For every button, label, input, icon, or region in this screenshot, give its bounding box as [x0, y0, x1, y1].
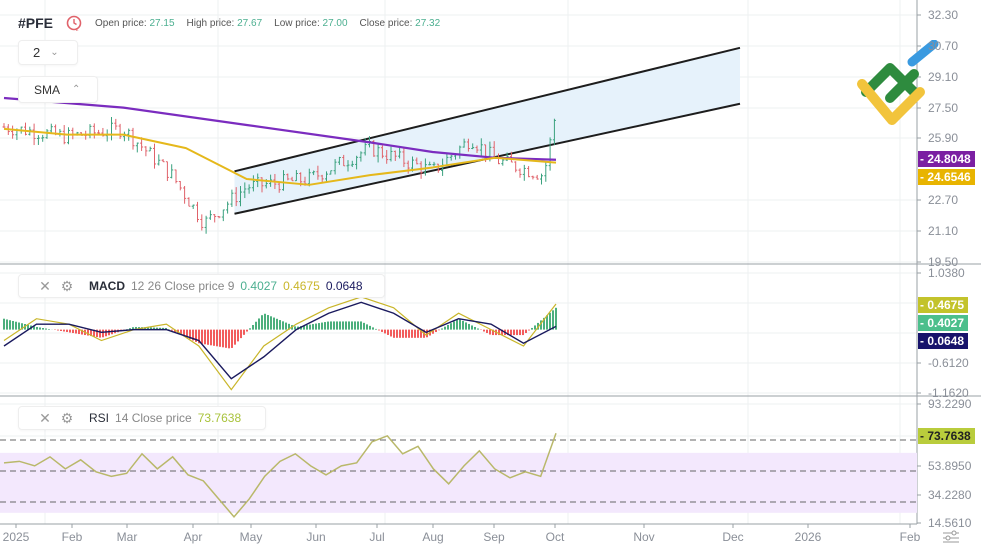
gear-icon[interactable]: ⚙: [60, 409, 74, 426]
y-axis-label: -1.1620: [928, 386, 969, 400]
y-axis-label: 29.10: [928, 70, 959, 84]
close-price: Close price: 27.32: [359, 17, 441, 29]
y-axis-label: 34.2280: [928, 488, 972, 502]
brand-logo-icon: [857, 40, 939, 125]
macd-params: 12 26 Close price 9: [131, 279, 235, 293]
time-axis-label: Jul: [369, 530, 385, 544]
chevron-down-icon: ⌄: [50, 47, 59, 58]
price-badge: - 0.4675: [918, 297, 969, 313]
time-axis-label: 2025: [2, 530, 30, 544]
price-badge: - 24.8048: [918, 151, 975, 167]
y-axis-label: 14.5610: [928, 516, 972, 530]
chevron-up-icon: ⌃: [72, 84, 81, 95]
y-axis-label: 25.90: [928, 131, 959, 145]
time-axis-label: Jun: [306, 530, 326, 544]
time-axis-label: Apr: [183, 530, 203, 544]
y-axis-label: 53.8950: [928, 459, 972, 473]
time-axis-label: Dec: [722, 530, 744, 544]
rsi-params: 14 Close price: [115, 411, 192, 425]
y-axis-label: 19.50: [928, 255, 959, 269]
rsi-legend: ✕ ⚙ RSI 14 Close price 73.7638: [18, 406, 266, 430]
y-axis-label: 30.70: [928, 39, 959, 53]
time-axis-label: Oct: [545, 530, 565, 544]
time-axis-label: Mar: [116, 530, 138, 544]
close-icon[interactable]: ✕: [39, 409, 51, 426]
y-axis-label: -0.6120: [928, 356, 969, 370]
gear-icon[interactable]: ⚙: [60, 277, 74, 294]
time-axis-label: May: [239, 530, 263, 544]
macd-legend: ✕ ⚙ MACD 12 26 Close price 9 0.4027 0.46…: [18, 274, 385, 298]
price-badge: - 24.6546: [918, 169, 975, 185]
interval-dropdown[interactable]: 2 ⌄: [18, 40, 78, 65]
open-price: Open price: 27.15: [95, 17, 175, 29]
settings-sliders-icon[interactable]: [941, 528, 961, 544]
macd-value-3: 0.0648: [325, 279, 363, 293]
symbol-label: #PFE: [18, 15, 54, 31]
time-axis-label: Nov: [633, 530, 655, 544]
macd-value-1: 0.4027: [240, 279, 278, 293]
price-badge: - 0.4027: [918, 315, 969, 331]
svg-text:z: z: [76, 27, 79, 32]
price-badge: - 73.7638: [918, 428, 975, 444]
macd-value-2: 0.4675: [283, 279, 320, 293]
y-axis-label: 1.0380: [928, 266, 965, 280]
y-axis-label: 21.10: [928, 224, 959, 238]
close-icon[interactable]: ✕: [39, 277, 51, 294]
y-axis-label: 22.70: [928, 193, 959, 207]
macd-name: MACD: [89, 279, 125, 293]
sma-overlay-toggle[interactable]: SMA ⌃: [18, 76, 98, 103]
chart-header: #PFE z Open price: 27.15 High price: 27.…: [18, 14, 440, 32]
low-price: Low price: 27.00: [274, 17, 348, 29]
time-axis-label: 2026: [794, 530, 822, 544]
sma-label: SMA: [34, 82, 61, 97]
interval-value: 2: [33, 45, 41, 60]
clock-alert-icon[interactable]: z: [65, 14, 83, 32]
y-axis-label: 27.50: [928, 101, 959, 115]
rsi-value: 73.7638: [197, 411, 242, 425]
y-axis-label: 32.30: [928, 8, 959, 22]
rsi-name: RSI: [89, 411, 110, 425]
y-axis-label: 93.2290: [928, 397, 972, 411]
time-axis-label: Feb: [61, 530, 83, 544]
price-badge: - 0.0648: [918, 333, 969, 349]
time-axis-label: Sep: [483, 530, 505, 544]
high-price: High price: 27.67: [186, 17, 263, 29]
time-axis-label: Feb: [899, 530, 921, 544]
time-axis-label: Aug: [422, 530, 444, 544]
